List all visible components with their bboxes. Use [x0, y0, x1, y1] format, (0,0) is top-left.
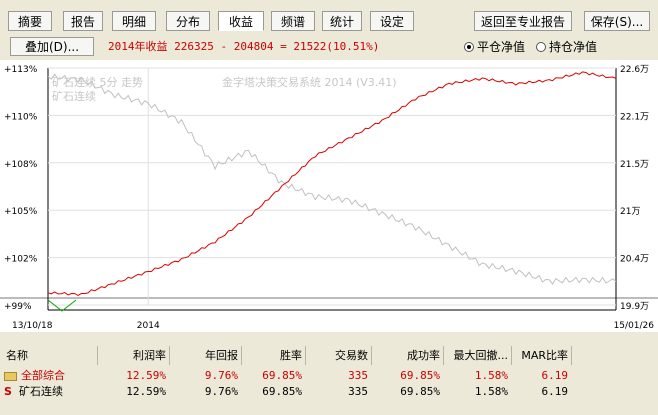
- tab-stats-label: 统计: [329, 15, 354, 29]
- table-row[interactable]: 全部综合 12.59% 9.76% 69.85% 335 69.85% 1.58% 6.19: [0, 368, 658, 384]
- save-label: 保存(S)...: [590, 15, 644, 29]
- row-cell-win: 69.85%: [262, 369, 302, 382]
- row-cell-success: 69.85%: [400, 369, 440, 382]
- y-left-tick-label: +105%: [4, 207, 38, 217]
- x-tick-label: 13/10/18: [12, 321, 53, 331]
- tab-distribution-label: 分布: [175, 15, 200, 29]
- column-header[interactable]: 年回报: [170, 346, 242, 365]
- row-name-label: 矿石连续: [19, 385, 63, 398]
- tab-stats[interactable]: 统计: [322, 11, 362, 31]
- y-left-tick-label: +102%: [4, 255, 38, 265]
- y-right-tick-label: 19.9万: [620, 302, 649, 312]
- row-name-cell: 全部综合: [0, 368, 98, 384]
- row-cell-drawdown: 1.58%: [474, 385, 508, 398]
- overlay-label: 叠加(D)...: [24, 40, 80, 54]
- x-tick-label: 2014: [137, 321, 160, 331]
- row-name-cell: S 矿石连续: [0, 384, 98, 400]
- series-sub-label: 矿石连续: [52, 89, 96, 103]
- y-left-tick-label: +99%: [4, 302, 32, 312]
- column-header[interactable]: 成功率: [372, 346, 444, 365]
- y-left-tick-label: +113%: [4, 65, 38, 75]
- y-right-tick-label: 20.4万: [620, 255, 649, 265]
- equity-series-line: [47, 71, 617, 296]
- tab-distribution[interactable]: 分布: [166, 11, 210, 31]
- price-series-line: [47, 73, 617, 285]
- watermark-text: 金字塔决策交易系统 2014 (V3.41): [222, 75, 397, 89]
- equity-chart-svg: 矿石连续 5分 走势 矿石连续 金字塔决策交易系统 2014 (V3.41) +…: [0, 60, 658, 332]
- y-right-tick-label: 22.6万: [620, 65, 649, 75]
- start-marker: [47, 299, 77, 312]
- radio-flat-dot[interactable]: [464, 41, 474, 52]
- tab-settings[interactable]: 设定: [370, 11, 414, 31]
- y-left-tick-label: +108%: [4, 160, 38, 170]
- tab-returns[interactable]: 收益: [218, 11, 264, 31]
- radio-hold-equity[interactable]: 持仓净值: [536, 38, 597, 55]
- row-cell-annual: 9.76%: [204, 385, 238, 398]
- tab-detail-label: 明细: [121, 15, 146, 29]
- tab-summary[interactable]: 摘要: [8, 11, 52, 31]
- tab-settings-label: 设定: [379, 15, 404, 29]
- radio-flat-equity[interactable]: 平仓净值: [464, 38, 525, 55]
- tab-report-label: 报告: [70, 15, 95, 29]
- folder-icon: [4, 371, 17, 381]
- series-label: 矿石连续 5分 走势: [52, 75, 143, 89]
- tab-summary-label: 摘要: [17, 15, 42, 29]
- row-cell-mar: 6.19: [541, 369, 569, 382]
- column-header[interactable]: 最大回撤...: [444, 346, 512, 365]
- column-header[interactable]: 胜率: [242, 346, 306, 365]
- return-pro-report-label: 返回至专业报告: [480, 15, 565, 29]
- radio-hold-label: 持仓净值: [549, 40, 598, 54]
- radio-hold-dot[interactable]: [536, 41, 546, 52]
- column-header[interactable]: 交易数: [306, 346, 372, 365]
- return-pro-report-button[interactable]: 返回至专业报告: [474, 11, 572, 31]
- table-row[interactable]: S 矿石连续 12.59% 9.76% 69.85% 335 69.85% 1.58% 6.19: [0, 384, 658, 400]
- row-cell-profit: 12.59%: [126, 369, 166, 382]
- tab-returns-label: 收益: [228, 15, 253, 29]
- row-cell-drawdown: 1.58%: [474, 369, 508, 382]
- y-left-tick-label: +110%: [4, 112, 38, 122]
- row-name-label: 全部综合: [21, 369, 65, 382]
- overlay-button[interactable]: 叠加(D)...: [10, 37, 94, 56]
- tab-spectrum-label: 频谱: [280, 15, 305, 29]
- y-right-tick-label: 21万: [620, 207, 640, 217]
- column-header[interactable]: MAR比率: [512, 346, 572, 365]
- row-cell-mar: 6.19: [541, 385, 569, 398]
- row-cell-profit: 12.59%: [126, 385, 166, 398]
- column-header[interactable]: 利润率: [98, 346, 170, 365]
- tab-detail[interactable]: 明细: [112, 11, 156, 31]
- row-cell-trades: 335: [348, 385, 368, 398]
- year-return-text: 2014年收益 226325 - 204804 = 21522(10.51%): [108, 40, 380, 53]
- row-cell-annual: 9.76%: [204, 369, 238, 382]
- strategy-icon: S: [4, 385, 12, 398]
- row-cell-trades: 335: [348, 369, 368, 382]
- row-cell-success: 69.85%: [400, 385, 440, 398]
- equity-chart: 矿石连续 5分 走势 矿石连续 金字塔决策交易系统 2014 (V3.41) +…: [0, 60, 658, 332]
- x-tick-label: 15/01/26: [614, 321, 655, 331]
- tab-report[interactable]: 报告: [63, 11, 103, 31]
- tab-spectrum[interactable]: 频谱: [271, 11, 315, 31]
- radio-flat-label: 平仓净值: [477, 40, 526, 54]
- row-cell-win: 69.85%: [262, 385, 302, 398]
- save-button[interactable]: 保存(S)...: [584, 11, 650, 31]
- column-header[interactable]: 名称: [0, 346, 98, 365]
- y-right-tick-label: 22.1万: [620, 112, 649, 122]
- y-right-tick-label: 21.5万: [620, 160, 649, 170]
